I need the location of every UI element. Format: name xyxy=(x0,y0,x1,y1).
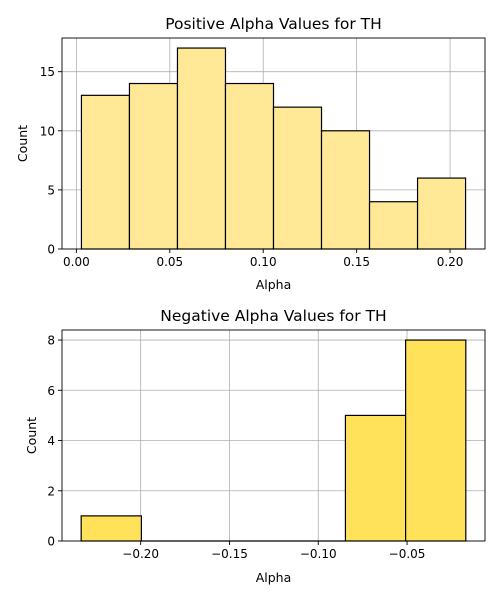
histogram-bar xyxy=(368,201,419,250)
x-tick-label: −0.10 xyxy=(300,547,337,561)
axes-frame xyxy=(61,329,486,542)
y-tick-label: 0 xyxy=(47,243,55,257)
histogram-bar xyxy=(416,177,467,250)
x-axis-label: Alpha xyxy=(256,277,292,292)
y-tick-label: 4 xyxy=(47,434,55,448)
histogram-bar xyxy=(80,515,142,542)
bars xyxy=(80,339,467,542)
histogram-bar xyxy=(80,94,131,250)
y-tick-label: 15 xyxy=(40,65,55,79)
histogram-bar xyxy=(272,106,323,250)
histogram-bar xyxy=(344,414,407,542)
x-tick-label: −0.15 xyxy=(211,547,248,561)
x-tick-label: 0.10 xyxy=(250,255,277,269)
y-tick-label: 10 xyxy=(40,124,55,138)
bars xyxy=(80,47,467,250)
histogram-bar xyxy=(224,82,275,250)
y-tick-label: 2 xyxy=(47,484,55,498)
chart-title: Negative Alpha Values for TH xyxy=(160,307,386,325)
x-tick-label: 0.00 xyxy=(63,255,90,269)
y-axis-label: Count xyxy=(15,125,30,162)
y-tick-label: 0 xyxy=(47,535,55,549)
x-tick-label: 0.20 xyxy=(437,255,464,269)
y-tick-label: 6 xyxy=(47,384,55,398)
histogram-bar xyxy=(176,47,227,250)
histogram-bar xyxy=(320,130,371,250)
y-tick-label: 5 xyxy=(47,183,55,197)
x-tick-label: 0.15 xyxy=(343,255,370,269)
y-tick-label: 8 xyxy=(47,334,55,348)
y-axis-label: Count xyxy=(24,417,39,454)
histogram-bar xyxy=(405,339,467,542)
x-axis-label: Alpha xyxy=(256,570,292,585)
x-tick-label: −0.20 xyxy=(122,547,159,561)
negative-alpha-chart: −0.20 −0.15 −0.10 −0.05 0 2 4 6 8 Negative Alpha … xyxy=(24,307,486,585)
positive-alpha-chart: 0.00 0.05 0.10 0.15 0.20 0 5 10 15 Positive Alpha… xyxy=(15,15,486,292)
chart-title: Positive Alpha Values for TH xyxy=(165,15,382,33)
histogram-bar xyxy=(128,82,179,250)
x-tick-label: −0.05 xyxy=(389,547,426,561)
x-tick-label: 0.05 xyxy=(156,255,183,269)
axes-frame xyxy=(61,37,486,250)
